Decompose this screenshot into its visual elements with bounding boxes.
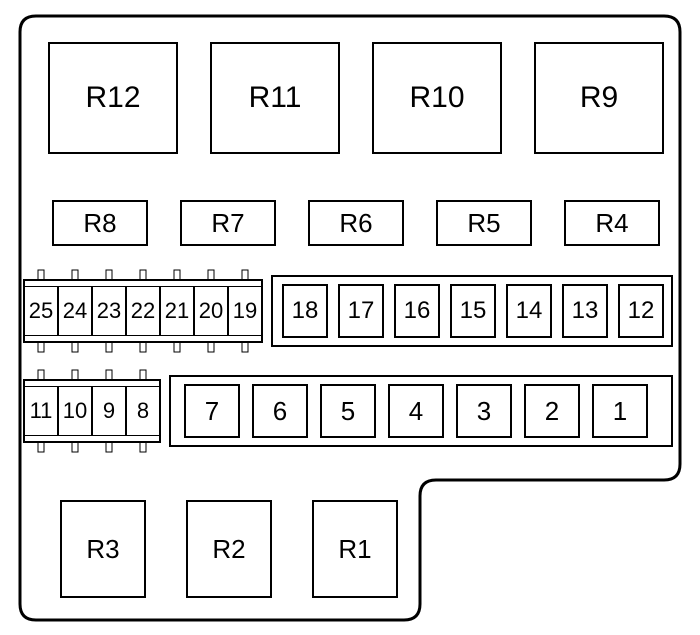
- fuse-2: 2: [524, 384, 580, 438]
- relay-r11: R11: [210, 42, 340, 154]
- fuse-17: 17: [338, 284, 384, 338]
- relay-r1: R1: [312, 500, 398, 598]
- fuse-8: 8: [126, 386, 160, 436]
- fuse-12: 12: [618, 284, 664, 338]
- fuse-9: 9: [92, 386, 126, 436]
- fuse-4: 4: [388, 384, 444, 438]
- fuse-1: 1: [592, 384, 648, 438]
- fuse-3: 3: [456, 384, 512, 438]
- fuse-23: 23: [92, 286, 126, 336]
- fuse-7-label: 7: [205, 396, 219, 427]
- fuse-11-label: 11: [30, 398, 53, 424]
- fuse-6-label: 6: [273, 396, 287, 427]
- fuse-2-label: 2: [545, 396, 559, 427]
- fuse-13: 13: [562, 284, 608, 338]
- fuse-18: 18: [282, 284, 328, 338]
- relay-r9: R9: [534, 42, 664, 154]
- relay-r8-label: R8: [83, 208, 116, 239]
- relay-r11-label: R11: [249, 81, 302, 115]
- relay-r7: R7: [180, 200, 276, 246]
- relay-r10: R10: [372, 42, 502, 154]
- fuse-11: 11: [24, 386, 58, 436]
- fuse-22-label: 22: [131, 298, 155, 324]
- relay-r3-label: R3: [86, 534, 119, 565]
- fuse-4-label: 4: [409, 396, 423, 427]
- relay-r5: R5: [436, 200, 532, 246]
- fuse-7: 7: [184, 384, 240, 438]
- fuse-19-label: 19: [233, 298, 257, 324]
- fuse-16: 16: [394, 284, 440, 338]
- fuse-3-label: 3: [477, 396, 491, 427]
- fuse-24-label: 24: [63, 298, 87, 324]
- fuse-15: 15: [450, 284, 496, 338]
- fuse-5-label: 5: [341, 396, 355, 427]
- relay-r2-label: R2: [212, 534, 245, 565]
- relay-r3: R3: [60, 500, 146, 598]
- fuse-15-label: 15: [460, 297, 487, 325]
- fuse-6: 6: [252, 384, 308, 438]
- relay-r1-label: R1: [338, 534, 371, 565]
- fuse-25-label: 25: [29, 298, 53, 324]
- fuse-14-label: 14: [516, 297, 543, 325]
- fuse-8-label: 8: [137, 398, 149, 424]
- relay-r8: R8: [52, 200, 148, 246]
- fuse-23-label: 23: [97, 298, 121, 324]
- relay-r4-label: R4: [595, 208, 628, 239]
- fuse-14: 14: [506, 284, 552, 338]
- fuse-25: 25: [24, 286, 58, 336]
- relay-r9-label: R9: [580, 81, 618, 115]
- fuse-22: 22: [126, 286, 160, 336]
- fuse-10: 10: [58, 386, 92, 436]
- fuse-12-label: 12: [628, 297, 655, 325]
- relay-r6: R6: [308, 200, 404, 246]
- fuse-21-label: 21: [165, 298, 189, 324]
- relay-r2: R2: [186, 500, 272, 598]
- fuse-1-label: 1: [613, 396, 627, 427]
- fuse-16-label: 16: [404, 297, 431, 325]
- relay-r12: R12: [48, 42, 178, 154]
- fuse-10-label: 10: [63, 398, 87, 424]
- relay-r12-label: R12: [85, 81, 140, 115]
- fuse-21: 21: [160, 286, 194, 336]
- relay-r5-label: R5: [467, 208, 500, 239]
- relay-r6-label: R6: [339, 208, 372, 239]
- fuse-18-label: 18: [292, 297, 319, 325]
- fuse-20-label: 20: [199, 298, 223, 324]
- fuse-17-label: 17: [348, 297, 375, 325]
- fuse-24: 24: [58, 286, 92, 336]
- relay-r4: R4: [564, 200, 660, 246]
- fuse-19: 19: [228, 286, 262, 336]
- fuse-20: 20: [194, 286, 228, 336]
- fuse-box-diagram: R12R11R10R9R8R7R6R5R41817161514131276543…: [0, 0, 700, 635]
- relay-r10-label: R10: [409, 81, 464, 115]
- relay-r7-label: R7: [211, 208, 244, 239]
- fuse-5: 5: [320, 384, 376, 438]
- fuse-13-label: 13: [572, 297, 599, 325]
- fuse-9-label: 9: [103, 398, 115, 424]
